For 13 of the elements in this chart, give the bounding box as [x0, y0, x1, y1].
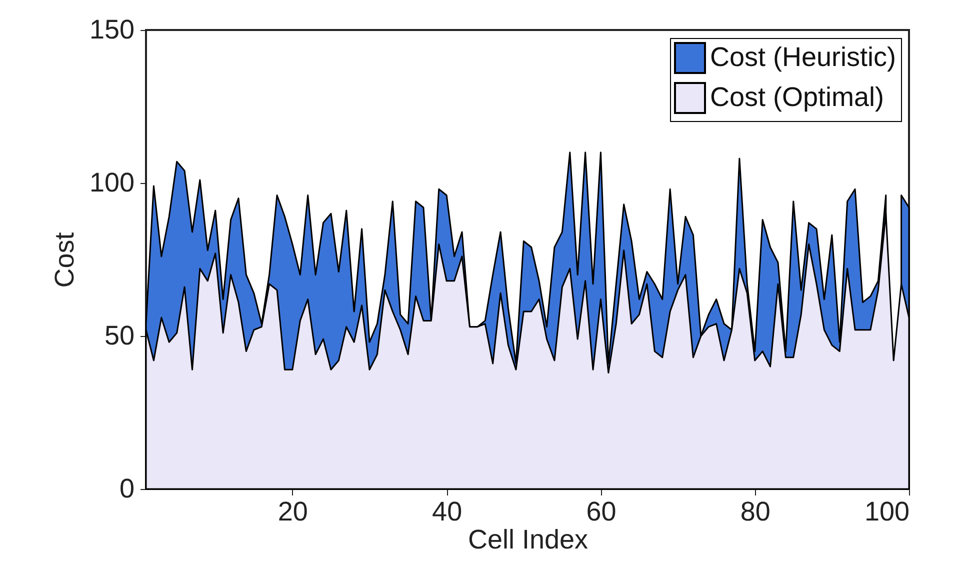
x-tick-label: 20: [278, 496, 308, 526]
legend-label: Cost (Heuristic): [710, 42, 896, 72]
y-axis-title: Cost: [49, 232, 80, 288]
legend-label: Cost (Optimal): [710, 82, 884, 112]
x-axis-title: Cell Index: [468, 524, 589, 554]
x-tick-label: 100: [864, 496, 910, 526]
x-tick-label: 60: [586, 496, 616, 526]
y-tick-label: 50: [104, 320, 134, 350]
y-tick-label: 100: [89, 168, 134, 198]
y-tick-label: 150: [89, 14, 134, 44]
x-tick-label: 40: [432, 496, 462, 526]
y-tick-label: 0: [119, 474, 134, 504]
x-tick-label: 80: [740, 496, 770, 526]
